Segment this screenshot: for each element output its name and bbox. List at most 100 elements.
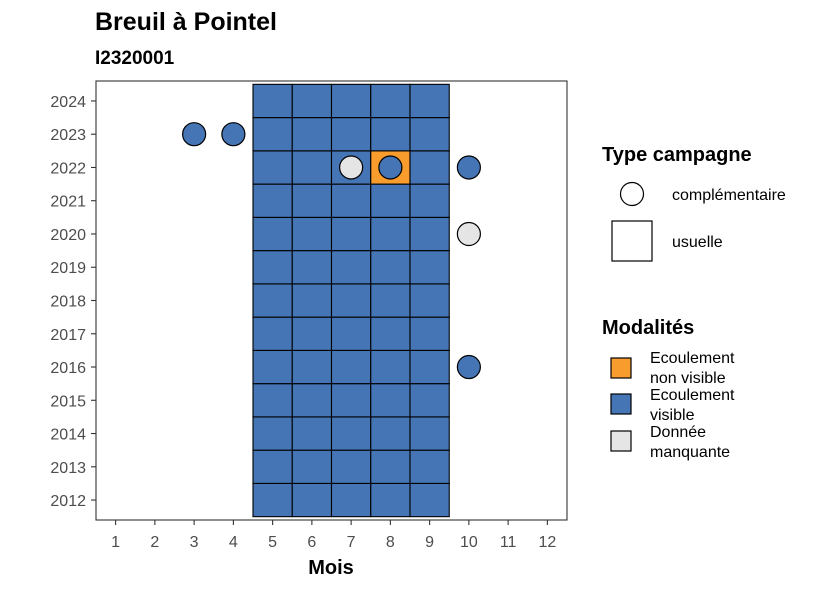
y-tick-label-2020: 2020 <box>50 227 86 244</box>
tile-2020-6 <box>291 216 333 252</box>
tile-2020-9 <box>409 216 450 252</box>
y-tick-label-2016: 2016 <box>50 360 86 377</box>
tile-2013-7 <box>330 449 372 484</box>
tile-2024-7 <box>330 83 372 119</box>
tile-2013-8 <box>370 449 411 484</box>
point-2023-3 <box>182 122 207 147</box>
y-tick-label-2017: 2017 <box>50 327 86 344</box>
tile-2014-7 <box>330 416 372 451</box>
x-tick-label-1: 1 <box>111 534 120 551</box>
tile-2017-7 <box>330 316 372 351</box>
tile-2022-9 <box>409 150 450 185</box>
tile-2015-9 <box>409 383 450 418</box>
point-2016-10 <box>456 354 481 380</box>
point-2022-8 <box>378 155 403 180</box>
x-tick-label-5: 5 <box>268 534 277 551</box>
tile-2024-9 <box>409 83 450 119</box>
y-tick-label-2012: 2012 <box>50 493 86 510</box>
tile-2017-6 <box>291 316 333 351</box>
tile-2016-7 <box>330 349 372 385</box>
tile-2020-5 <box>252 216 293 252</box>
point-2022-10 <box>456 155 481 180</box>
tile-2013-6 <box>291 449 333 484</box>
tile-2024-5 <box>252 83 293 119</box>
tile-2018-8 <box>370 283 411 318</box>
chart-title: Breuil à Pointel <box>95 8 277 36</box>
y-tick-label-2015: 2015 <box>50 393 86 410</box>
y-tick-label-2022: 2022 <box>50 160 86 177</box>
tile-2021-7 <box>330 183 372 218</box>
legend-modalites-title: Modalités <box>602 317 694 339</box>
tile-2013-5 <box>252 449 293 484</box>
y-tick-label-2019: 2019 <box>50 260 86 277</box>
legend-label-complementaire: complémentaire <box>672 187 786 204</box>
x-tick-label-11: 11 <box>500 534 517 551</box>
legend-key-square <box>611 220 653 262</box>
y-tick-label-2024: 2024 <box>50 94 86 111</box>
tile-2015-6 <box>291 383 333 418</box>
legend-type-campagne: Type campagne complémentaire usuelle <box>602 144 786 262</box>
tile-2015-5 <box>252 383 293 418</box>
x-tick-label-8: 8 <box>386 534 395 551</box>
x-tick-label-4: 4 <box>229 534 238 551</box>
legend-label-ecoulement-visible-line1: Ecoulement <box>650 387 735 404</box>
legend-label-ecoulement-non-visible-line1: Ecoulement <box>650 350 735 367</box>
tile-2020-8 <box>370 216 411 252</box>
legend-label-donnee-manquante-line1: Donnée <box>650 424 706 441</box>
tile-2012-6 <box>291 482 333 518</box>
tile-2018-5 <box>252 283 293 318</box>
tile-2012-8 <box>370 482 411 518</box>
y-tick-label-2023: 2023 <box>50 127 86 144</box>
tile-2017-9 <box>409 316 450 351</box>
tile-2016-9 <box>409 349 450 385</box>
tile-2019-8 <box>370 250 411 285</box>
legend-type-campagne-title: Type campagne <box>602 144 752 166</box>
tile-2016-6 <box>291 349 333 385</box>
tile-2018-7 <box>330 283 372 318</box>
tile-2019-7 <box>330 250 372 285</box>
y-axis: 2012 2013 2014 2015 2016 2017 2018 2019 2020 2021… <box>50 94 96 510</box>
tile-2012-9 <box>409 482 450 518</box>
tile-2012-5 <box>252 482 293 518</box>
tile-2021-8 <box>370 183 411 218</box>
tile-2021-9 <box>409 183 450 218</box>
x-axis: 1 2 3 4 5 6 7 8 9 10 11 12 <box>111 520 556 551</box>
x-tick-label-9: 9 <box>425 534 434 551</box>
tile-2015-7 <box>330 383 372 418</box>
tile-2015-8 <box>370 383 411 418</box>
x-tick-label-7: 7 <box>347 534 356 551</box>
y-tick-label-2013: 2013 <box>50 460 86 477</box>
tile-2019-5 <box>252 250 293 285</box>
tile-2024-8 <box>370 83 411 119</box>
tile-2017-8 <box>370 316 411 351</box>
tile-2016-5 <box>252 349 293 385</box>
legend-key-ecoulement-non-visible <box>610 357 632 379</box>
tile-2021-6 <box>291 183 333 218</box>
complementaire-points <box>182 122 481 380</box>
x-axis-title: Mois <box>308 557 354 579</box>
tile-2016-8 <box>370 349 411 385</box>
legend-key-ecoulement-visible <box>610 393 632 415</box>
tile-2018-9 <box>409 283 450 318</box>
tile-2020-7 <box>330 216 372 252</box>
y-tick-label-2021: 2021 <box>50 194 86 211</box>
x-tick-label-6: 6 <box>307 534 316 551</box>
tile-2014-5 <box>252 416 293 451</box>
tile-2023-8 <box>370 117 411 152</box>
chart-subtitle: I2320001 <box>95 48 175 69</box>
usuelle-tiles <box>252 83 450 518</box>
tile-2017-5 <box>252 316 293 351</box>
legend-label-ecoulement-non-visible-line2: non visible <box>650 370 726 387</box>
point-2020-10 <box>456 221 481 247</box>
x-tick-label-12: 12 <box>538 534 556 551</box>
tile-2023-6 <box>291 117 333 152</box>
legend-label-ecoulement-visible-line2: visible <box>650 407 695 424</box>
tile-2013-9 <box>409 449 450 484</box>
x-tick-label-2: 2 <box>150 534 159 551</box>
x-tick-label-3: 3 <box>190 534 199 551</box>
tile-2023-7 <box>330 117 372 152</box>
tile-2022-5 <box>252 150 293 185</box>
tile-2018-6 <box>291 283 333 318</box>
tile-2021-5 <box>252 183 293 218</box>
